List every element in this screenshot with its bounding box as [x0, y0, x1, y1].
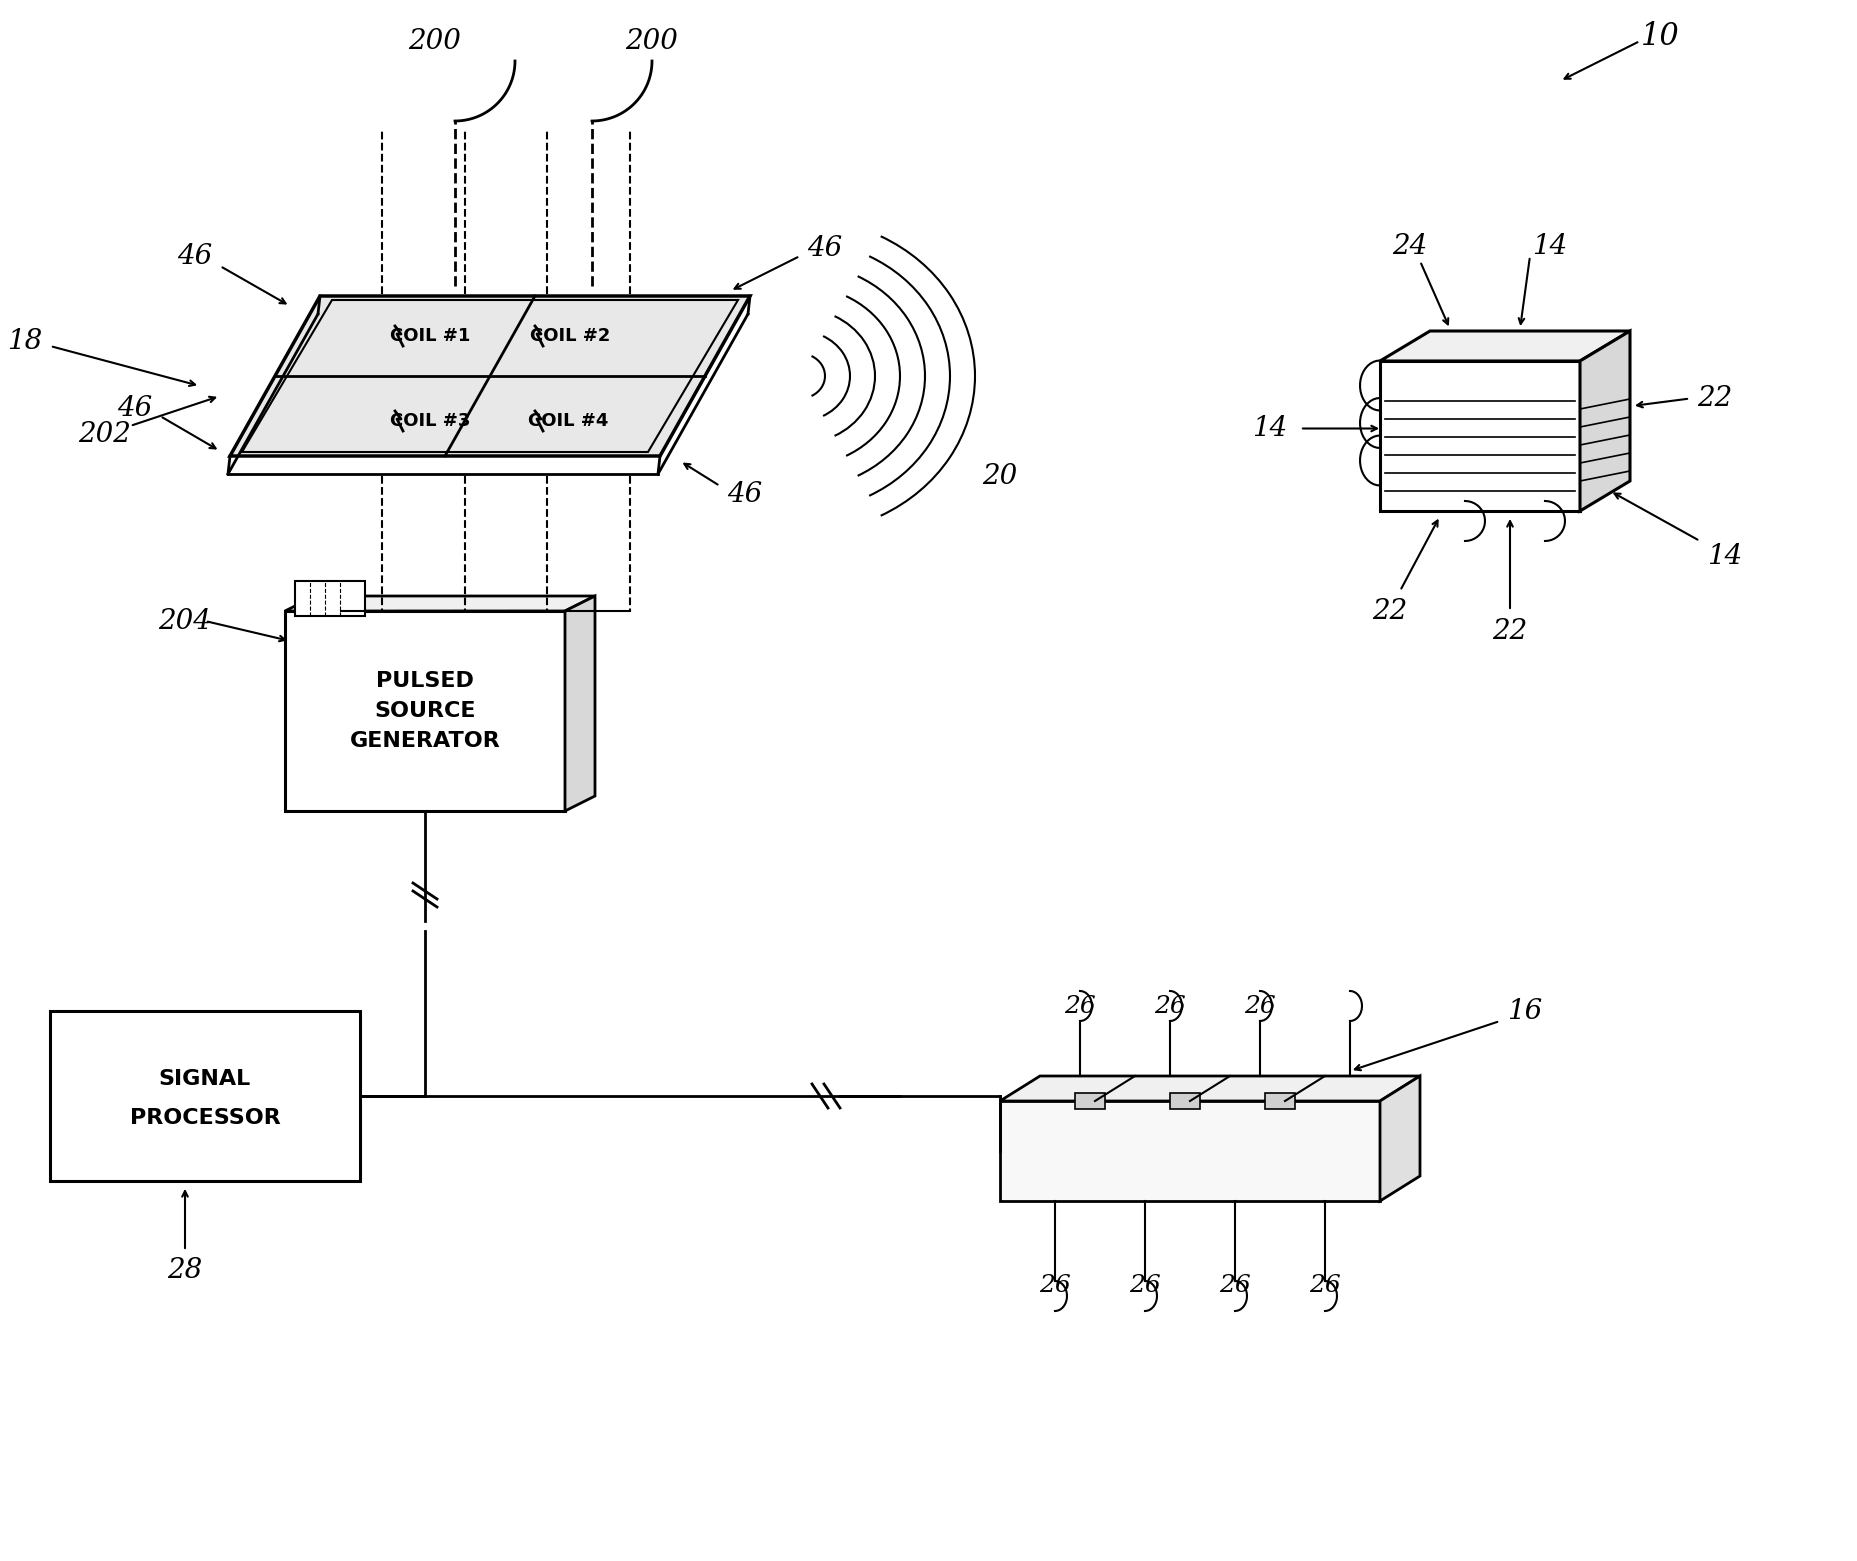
- Text: 46: 46: [808, 234, 843, 262]
- Text: 26: 26: [1064, 994, 1096, 1018]
- Polygon shape: [284, 596, 594, 610]
- Polygon shape: [1380, 1076, 1421, 1200]
- Text: 26: 26: [1040, 1274, 1071, 1297]
- Text: 200: 200: [626, 28, 678, 55]
- Text: COIL #3: COIL #3: [390, 412, 470, 429]
- Text: 22: 22: [1493, 618, 1528, 645]
- Text: 22: 22: [1372, 598, 1408, 624]
- Text: 204: 204: [158, 607, 212, 634]
- Text: 10: 10: [1640, 20, 1679, 52]
- Bar: [295, 581, 366, 617]
- Text: 16: 16: [1508, 997, 1543, 1024]
- Bar: [1075, 1093, 1105, 1108]
- Text: 200: 200: [409, 28, 461, 55]
- Text: GENERATOR: GENERATOR: [349, 731, 500, 751]
- Polygon shape: [230, 297, 750, 456]
- Text: 14: 14: [1707, 543, 1742, 570]
- Bar: [1001, 1101, 1380, 1200]
- Text: 22: 22: [1697, 386, 1733, 412]
- Text: 46: 46: [117, 395, 152, 421]
- Text: PROCESSOR: PROCESSOR: [130, 1108, 280, 1129]
- Text: 28: 28: [167, 1258, 202, 1285]
- Bar: [1380, 361, 1580, 510]
- Text: 26: 26: [1244, 994, 1276, 1018]
- Text: 202: 202: [78, 420, 132, 448]
- Text: 20: 20: [982, 462, 1018, 490]
- Text: 26: 26: [1309, 1274, 1341, 1297]
- Text: 46: 46: [728, 481, 763, 507]
- Bar: [1170, 1093, 1200, 1108]
- Text: COIL #4: COIL #4: [527, 412, 609, 429]
- Text: SOURCE: SOURCE: [375, 701, 475, 721]
- Text: 14: 14: [1252, 415, 1287, 442]
- Polygon shape: [1380, 331, 1630, 361]
- Text: SIGNAL: SIGNAL: [160, 1069, 251, 1090]
- Text: 26: 26: [1220, 1274, 1252, 1297]
- Bar: [284, 610, 565, 812]
- Text: COIL #1: COIL #1: [390, 326, 470, 345]
- Polygon shape: [1001, 1076, 1421, 1101]
- Bar: [1265, 1093, 1294, 1108]
- Text: 26: 26: [1129, 1274, 1161, 1297]
- Text: 46: 46: [178, 242, 212, 270]
- Bar: [50, 1012, 360, 1182]
- Polygon shape: [565, 596, 594, 812]
- Text: 18: 18: [7, 328, 43, 354]
- Text: PULSED: PULSED: [377, 671, 474, 692]
- Text: 26: 26: [1153, 994, 1187, 1018]
- Text: COIL #2: COIL #2: [529, 326, 611, 345]
- Text: 24: 24: [1393, 233, 1428, 259]
- Polygon shape: [1580, 331, 1630, 510]
- Text: 14: 14: [1532, 233, 1567, 259]
